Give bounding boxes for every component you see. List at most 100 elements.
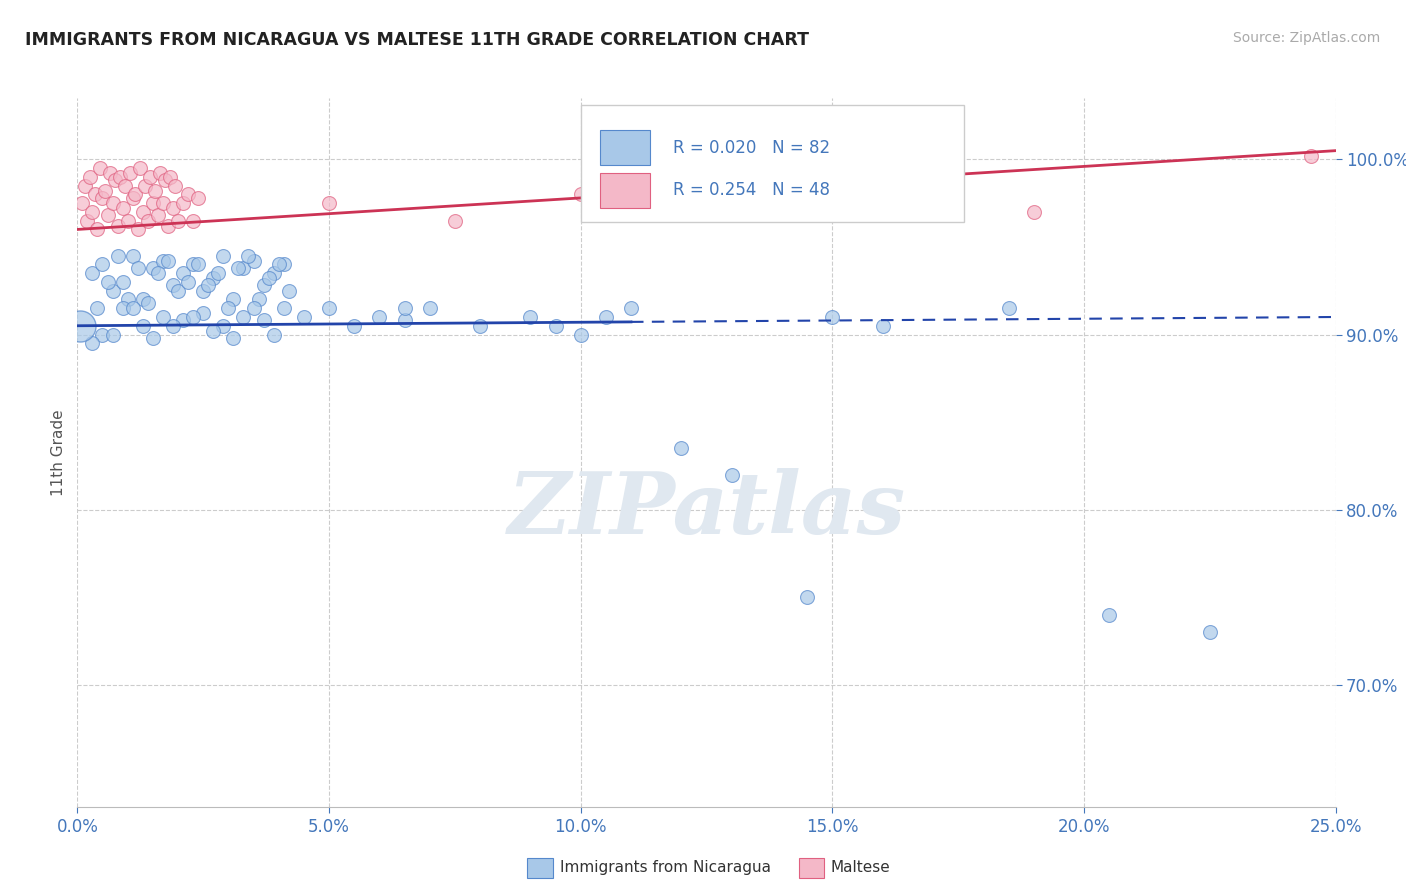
- Point: [796, 590, 818, 604]
- Point: [419, 301, 441, 316]
- Point: [76, 213, 98, 227]
- Point: [91, 327, 114, 342]
- Point: [228, 260, 250, 275]
- Point: [217, 301, 239, 316]
- Point: [142, 196, 165, 211]
- FancyBboxPatch shape: [599, 172, 650, 208]
- Text: R = 0.020   N = 82: R = 0.020 N = 82: [672, 139, 830, 157]
- Point: [117, 293, 139, 307]
- Point: [91, 191, 114, 205]
- Point: [222, 331, 245, 345]
- Point: [146, 266, 169, 280]
- Point: [394, 313, 416, 327]
- Point: [569, 187, 592, 202]
- Point: [72, 196, 94, 211]
- Point: [89, 161, 111, 176]
- Point: [252, 313, 274, 327]
- Point: [82, 266, 104, 280]
- Point: [263, 327, 285, 342]
- Point: [394, 301, 416, 316]
- Point: [96, 275, 118, 289]
- Point: [181, 310, 204, 324]
- Y-axis label: 11th Grade: 11th Grade: [51, 409, 66, 496]
- Point: [124, 187, 146, 202]
- Point: [134, 178, 156, 193]
- Point: [222, 293, 245, 307]
- Point: [620, 301, 643, 316]
- Point: [720, 467, 742, 482]
- Point: [108, 169, 131, 184]
- Point: [181, 257, 204, 271]
- Point: [127, 260, 149, 275]
- Point: [143, 184, 166, 198]
- Point: [187, 191, 209, 205]
- Text: ZIPatlas: ZIPatlas: [508, 467, 905, 551]
- Point: [142, 260, 165, 275]
- Point: [263, 266, 285, 280]
- Point: [544, 318, 567, 333]
- Point: [156, 254, 179, 268]
- Point: [107, 219, 129, 233]
- Point: [165, 178, 187, 193]
- Point: [142, 331, 165, 345]
- Point: [167, 213, 190, 227]
- Point: [146, 209, 169, 223]
- Point: [569, 327, 592, 342]
- Point: [318, 301, 340, 316]
- Point: [129, 161, 152, 176]
- Point: [252, 278, 274, 293]
- Point: [671, 442, 693, 456]
- Point: [181, 213, 204, 227]
- Point: [121, 191, 143, 205]
- FancyBboxPatch shape: [581, 105, 965, 222]
- Point: [292, 310, 315, 324]
- Point: [444, 213, 467, 227]
- Point: [172, 266, 194, 280]
- Text: Source: ZipAtlas.com: Source: ZipAtlas.com: [1233, 31, 1381, 45]
- Point: [821, 310, 844, 324]
- Point: [273, 257, 295, 271]
- Point: [162, 278, 184, 293]
- Point: [120, 166, 142, 180]
- Point: [136, 213, 159, 227]
- Point: [247, 293, 270, 307]
- Point: [104, 173, 127, 187]
- Point: [595, 310, 617, 324]
- Point: [1198, 625, 1220, 640]
- Point: [96, 209, 118, 223]
- Point: [872, 318, 894, 333]
- Point: [997, 301, 1019, 316]
- Point: [152, 254, 174, 268]
- Point: [191, 306, 215, 320]
- Point: [172, 196, 194, 211]
- Point: [267, 257, 290, 271]
- Point: [187, 257, 209, 271]
- Text: Immigrants from Nicaragua: Immigrants from Nicaragua: [560, 861, 770, 875]
- Point: [197, 278, 219, 293]
- Point: [132, 205, 155, 219]
- Text: Maltese: Maltese: [831, 861, 890, 875]
- Point: [273, 301, 295, 316]
- Point: [1098, 607, 1121, 622]
- Point: [202, 324, 225, 338]
- Point: [152, 196, 174, 211]
- Point: [149, 166, 172, 180]
- FancyBboxPatch shape: [599, 130, 650, 166]
- Point: [86, 222, 108, 236]
- Point: [136, 296, 159, 310]
- Point: [159, 169, 181, 184]
- Point: [111, 301, 134, 316]
- Point: [257, 271, 280, 285]
- Point: [177, 275, 200, 289]
- Point: [172, 313, 194, 327]
- Point: [519, 310, 541, 324]
- Point: [73, 178, 96, 193]
- Point: [242, 301, 264, 316]
- Point: [212, 249, 235, 263]
- Point: [127, 222, 149, 236]
- Point: [232, 260, 254, 275]
- Point: [167, 284, 190, 298]
- Point: [101, 327, 124, 342]
- Point: [98, 166, 121, 180]
- Point: [212, 318, 235, 333]
